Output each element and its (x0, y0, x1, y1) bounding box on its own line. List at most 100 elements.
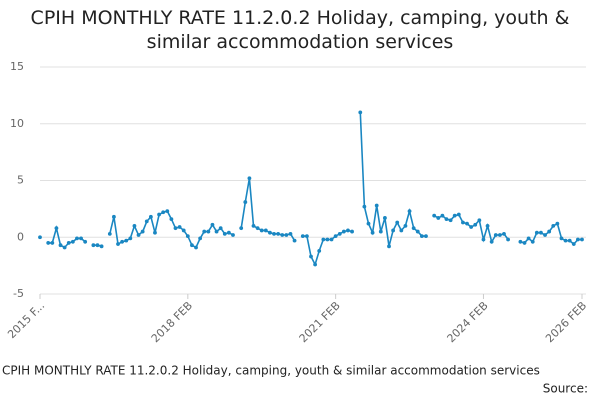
x-tick-label: 2015 F... (5, 299, 47, 341)
line-segment (302, 229, 353, 267)
point (136, 233, 141, 237)
point (107, 231, 112, 236)
point (333, 234, 338, 239)
point (75, 236, 79, 241)
point (456, 212, 461, 217)
point (288, 231, 293, 236)
point (161, 210, 166, 215)
point (329, 237, 334, 242)
y-tick-label: -5 (13, 287, 24, 300)
x-tick-label: 2024 FEB (445, 299, 491, 345)
point (218, 226, 223, 231)
line-segment (520, 222, 582, 246)
point (169, 217, 174, 221)
point (419, 234, 424, 239)
point (321, 237, 326, 242)
point (140, 229, 145, 234)
point (530, 239, 535, 244)
point (177, 225, 182, 229)
point (399, 228, 404, 233)
point (362, 204, 367, 209)
y-tick-label: 10 (10, 117, 24, 130)
line-segment (240, 178, 296, 242)
y-tick-label: 5 (17, 174, 24, 187)
point (272, 231, 276, 236)
point (128, 236, 133, 241)
point (116, 242, 120, 246)
point (563, 238, 568, 243)
point (387, 244, 391, 249)
x-tick-label: 2021 FEB (297, 299, 343, 345)
point (54, 226, 59, 231)
point (575, 237, 580, 242)
point (424, 234, 428, 239)
point (370, 230, 375, 235)
point (66, 241, 71, 245)
point (567, 238, 572, 243)
point (247, 176, 252, 181)
point (473, 222, 478, 227)
point (144, 219, 149, 224)
point (190, 243, 194, 248)
x-tick-label: 2018 FEB (149, 299, 195, 345)
point (50, 241, 55, 245)
point (194, 245, 198, 250)
point (526, 236, 531, 241)
point (493, 233, 498, 237)
point (366, 221, 371, 226)
point (469, 225, 474, 229)
y-tick-label: 0 (17, 230, 24, 243)
point (181, 228, 186, 233)
point (350, 229, 354, 234)
point (251, 224, 256, 228)
point (378, 229, 383, 234)
point (263, 228, 268, 233)
point (346, 228, 350, 233)
point (461, 220, 465, 225)
point (489, 239, 494, 244)
point (214, 229, 219, 234)
point (539, 230, 543, 235)
point (551, 224, 556, 228)
point (222, 231, 227, 236)
point (259, 228, 264, 233)
point (38, 235, 42, 240)
point (407, 209, 412, 214)
point (571, 242, 576, 246)
point (280, 233, 285, 237)
point (506, 237, 510, 242)
point (99, 244, 104, 249)
point (374, 203, 379, 208)
point (358, 110, 363, 115)
chart-title: CPIH MONTHLY RATE 11.2.0.2 Holiday, camp… (30, 7, 570, 53)
point (477, 218, 482, 223)
point (112, 214, 116, 219)
point (485, 224, 490, 228)
point (543, 233, 547, 237)
point (173, 226, 178, 231)
line-segment (109, 210, 234, 249)
point (268, 230, 272, 235)
point (153, 230, 157, 235)
point (70, 239, 75, 244)
point (317, 248, 322, 253)
point (95, 243, 100, 248)
point (403, 224, 408, 228)
point (148, 214, 153, 219)
point (337, 231, 342, 236)
point (185, 234, 190, 239)
point (518, 239, 523, 244)
point (481, 237, 486, 242)
caption: CPIH MONTHLY RATE 11.2.0.2 Holiday, camp… (2, 364, 540, 378)
point (452, 213, 457, 218)
point (46, 241, 51, 245)
point (391, 228, 396, 233)
point (502, 231, 506, 236)
point (497, 233, 502, 237)
line-segment (359, 112, 426, 247)
point (547, 229, 552, 234)
point (124, 238, 129, 243)
point (62, 245, 67, 250)
